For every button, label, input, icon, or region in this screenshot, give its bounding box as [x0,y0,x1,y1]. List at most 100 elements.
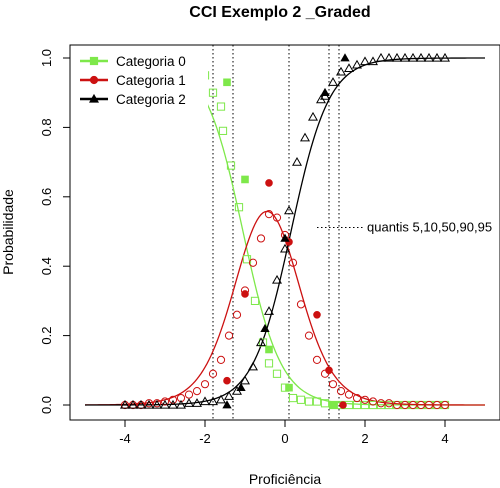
data-point [376,399,386,408]
data-point-filled [313,310,321,319]
y-tick-label: 0.0 [39,396,54,414]
data-point-filled [329,401,337,409]
data-point-filled [89,56,99,66]
y-axis: 0.0 0.2 0.4 0.6 0.8 1.0 [39,49,71,414]
data-point [239,375,251,385]
data-point [304,397,314,406]
data-point [223,391,235,400]
data-point [143,399,155,409]
x-tick-label: 0 [281,431,288,446]
plot-area: quantis 5,10,50,90,95 [69,44,500,421]
data-point [431,52,443,62]
x-axis: -4 -2 0 2 4 [119,419,449,446]
data-point [191,398,203,407]
data-point [144,399,154,408]
data-point-filled [241,175,249,184]
data-point [208,88,218,97]
y-tick-label: 1.0 [39,49,54,67]
data-point [352,393,362,403]
data-point [160,397,170,406]
data-point [264,210,274,219]
data-point-filled [89,75,99,85]
data-point [424,400,434,410]
data-point-filled [241,290,249,298]
data-point [216,355,226,364]
data-point [151,399,163,409]
data-point [192,387,202,396]
data-point [234,203,244,212]
data-point-filled [223,376,231,385]
data-point [200,380,210,389]
data-point [256,234,266,243]
legend-label: Categoria 0 [116,54,186,69]
data-point [272,369,282,378]
data-point [218,126,228,135]
quantile-lines [212,45,340,420]
data-point-filled [265,179,273,187]
x-tick-label: -4 [119,431,131,446]
data-point-filled [88,93,100,103]
data-point [399,52,411,62]
x-tick-label: -2 [199,431,211,446]
data-point [291,156,303,166]
data-point [255,337,267,347]
data-point [351,59,363,69]
data-point [439,52,451,62]
data-point [367,56,379,66]
y-tick-label: 0.2 [39,327,54,345]
data-point [307,111,319,121]
y-tick-label: 0.4 [39,257,54,275]
data-point [242,255,252,264]
data-point [207,396,219,406]
data-point [328,380,338,389]
data-point [368,397,378,406]
data-point [215,394,227,404]
data-point [344,390,354,399]
data-point [226,161,236,170]
data-point [272,213,282,222]
data-point [283,205,295,215]
data-point [391,52,403,62]
data-point [159,399,171,409]
annotation: quantis 5,10,50,90,95 [317,220,492,235]
data-point [208,369,218,378]
data-point [327,77,339,86]
data-point-filled [236,382,246,391]
data-point [304,331,314,340]
x-axis-label: Proficiência [249,471,322,487]
x-tick-label: 2 [361,431,368,446]
data-point [336,387,346,396]
legend-label: Categoria 2 [116,92,186,107]
data-point [359,56,371,66]
data-point-filled [339,401,347,409]
data-point [175,399,187,409]
data-point [135,399,147,409]
data-point-filled [265,345,273,354]
data-point-filled [340,53,350,62]
chart-title: CCI Exemplo 2 _Graded [189,4,370,21]
data-point [296,395,306,404]
data-point [408,400,418,410]
data-point-filled [280,233,290,242]
data-point [263,306,275,315]
data-point [232,310,242,319]
data-point [299,132,311,142]
data-point [320,399,330,408]
data-point [216,102,226,111]
data-point [400,400,410,410]
data-point [296,300,306,309]
data-point [416,400,426,410]
data-point [360,400,370,410]
data-point [312,355,322,364]
data-point [199,396,211,406]
legend-label: Categoria 1 [116,73,186,88]
data-point [368,400,378,410]
data-point [312,397,322,406]
y-tick-label: 0.6 [39,188,54,206]
data-point [279,243,291,253]
data-point [432,400,442,410]
data-point [375,52,387,62]
data-point [247,361,259,371]
data-point [183,398,195,407]
data-point [250,296,260,305]
